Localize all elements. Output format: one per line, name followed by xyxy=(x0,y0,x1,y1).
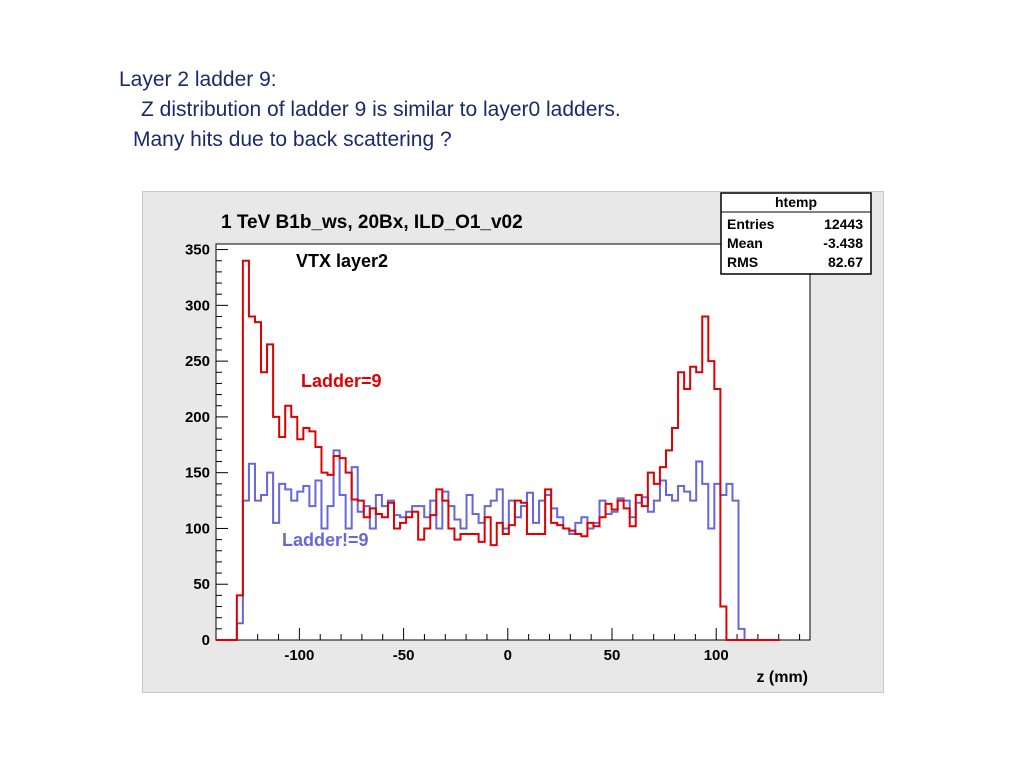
chart-title: 1 TeV B1b_ws, 20Bx, ILD_O1_v02 xyxy=(221,212,523,233)
axes: 0 50 100 150 200 250 300 350 -100 -50 0 50 100 xyxy=(185,242,801,664)
histogram-figure: 0 50 100 150 200 250 300 350 -100 -50 0 50 100 1 TeV… xyxy=(142,191,884,693)
stats-label-rms: RMS xyxy=(727,254,758,270)
x-tick-label: 0 xyxy=(504,647,512,664)
series-line-ladder-not-9 xyxy=(216,449,780,641)
slide-text-line-1: Layer 2 ladder 9: xyxy=(119,68,277,91)
stats-label-entries: Entries xyxy=(727,216,775,232)
histogram-svg: 0 50 100 150 200 250 300 350 -100 -50 0 50 100 1 TeV… xyxy=(185,192,872,686)
x-axis-label: z (mm) xyxy=(756,669,808,686)
y-tick-label: 200 xyxy=(185,409,210,426)
x-tick-label: 100 xyxy=(704,647,729,664)
y-tick-label: 100 xyxy=(185,520,210,537)
series-layer xyxy=(216,259,780,641)
y-tick-label: 300 xyxy=(185,297,210,314)
y-tick-label: 350 xyxy=(185,242,210,259)
y-tick-label: 150 xyxy=(185,465,210,482)
x-tick-label: 50 xyxy=(604,647,621,664)
stats-value-rms: 82.67 xyxy=(828,254,863,270)
stats-label-mean: Mean xyxy=(727,235,763,251)
stats-box: htemp Entries 12443 Mean -3.438 RMS 82.6… xyxy=(720,192,872,275)
stats-title: htemp xyxy=(775,194,817,210)
x-tick-label: -100 xyxy=(284,647,314,664)
slide-text-line-2: Z distribution of ladder 9 is similar to… xyxy=(141,98,621,121)
chart-subtitle: VTX layer2 xyxy=(296,251,388,271)
y-tick-label: 50 xyxy=(193,576,210,593)
slide-text-line-3: Many hits due to back scattering ? xyxy=(133,128,452,151)
annotation-ladder-not-9: Ladder!=9 xyxy=(282,530,369,550)
x-tick-label: -50 xyxy=(393,647,415,664)
y-tick-label: 0 xyxy=(202,632,210,649)
stats-value-entries: 12443 xyxy=(824,216,863,232)
stats-value-mean: -3.438 xyxy=(823,235,863,251)
annotation-ladder-9: Ladder=9 xyxy=(301,371,382,391)
y-tick-label: 250 xyxy=(185,353,210,370)
series-line-ladder-9 xyxy=(216,259,780,641)
